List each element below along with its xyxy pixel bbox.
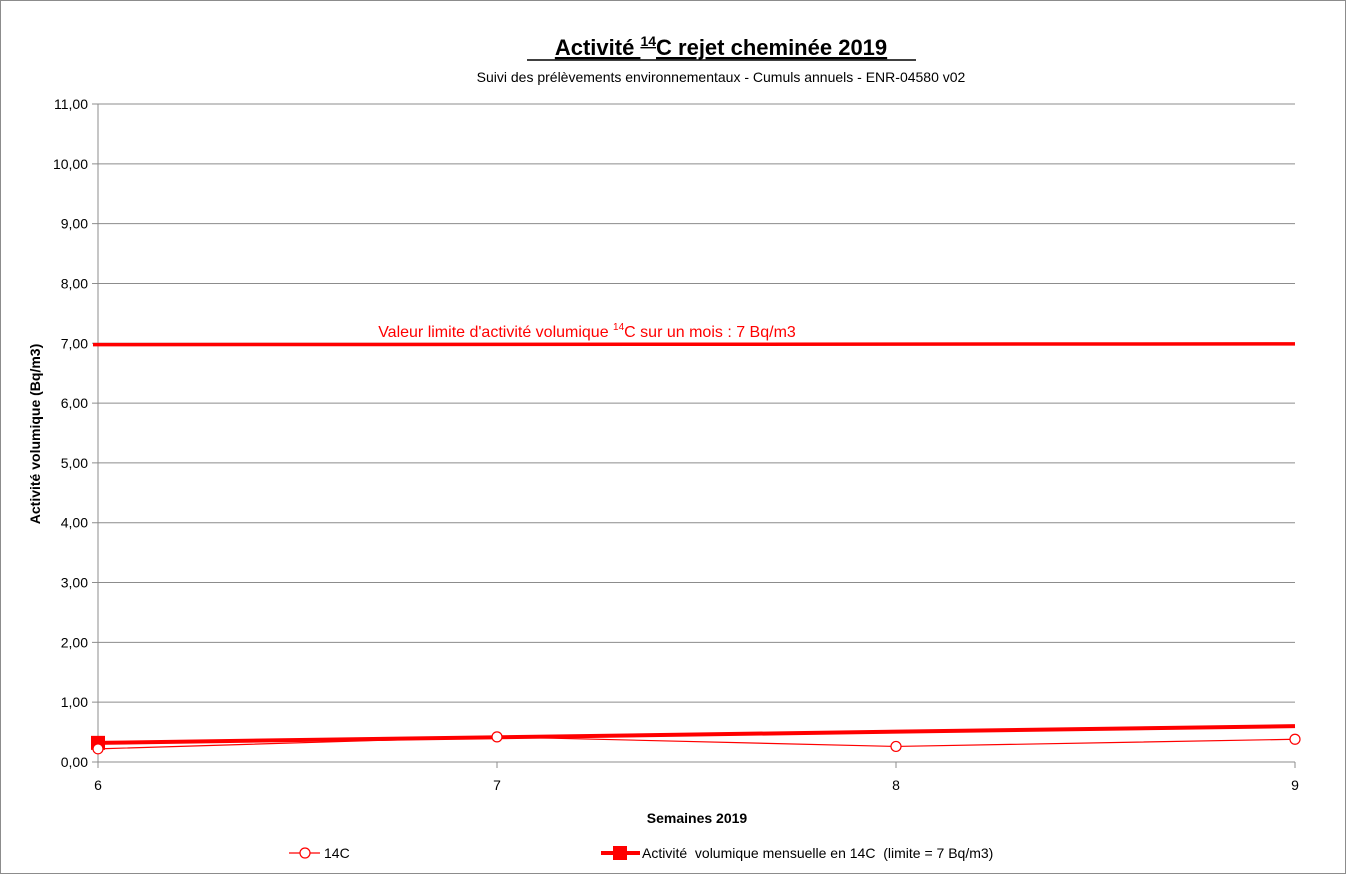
y-tick-label: 10,00 <box>53 156 88 172</box>
legend-monthly-marker <box>613 846 627 860</box>
series-14c-point <box>92 743 104 755</box>
series-14c-point <box>491 731 503 743</box>
y-tick-label: 1,00 <box>61 694 88 710</box>
limit-annotation-text-before: Valeur limite d'activité volumique <box>378 324 613 341</box>
series-group <box>91 724 1301 755</box>
y-tick-label: 5,00 <box>61 455 88 471</box>
series-monthly-line <box>97 724 1296 745</box>
x-tick-label: 6 <box>94 777 102 793</box>
y-tick-label: 8,00 <box>61 275 88 291</box>
y-tick-label: 0,00 <box>61 754 88 770</box>
series-14c-line <box>97 736 1296 750</box>
chart-title-sup: 14 <box>640 33 656 49</box>
x-axis-label: Semaines 2019 <box>647 810 748 826</box>
x-tick-label: 7 <box>493 777 501 793</box>
legend-monthly-label: Activité volumique mensuelle en 14C (lim… <box>642 845 993 861</box>
y-tick-label: 7,00 <box>61 335 88 351</box>
y-axis-label: Activité volumique (Bq/m3) <box>27 344 43 524</box>
series-14c-point <box>890 740 902 753</box>
legend: 14C Activité volumique mensuelle en 14C … <box>289 845 993 861</box>
chart-title-rest: C rejet cheminée 2019 <box>656 35 887 60</box>
y-tick-label: 4,00 <box>61 515 88 531</box>
limit-annotation-text-after: C sur un mois : 7 Bq/m3 <box>624 324 796 341</box>
chart-subtitle: Suivi des prélèvements environnementaux … <box>477 69 966 85</box>
legend-14c-label: 14C <box>324 845 350 861</box>
x-tick-label: 9 <box>1291 777 1299 793</box>
legend-14c-marker <box>299 847 311 859</box>
chart-title-main: Activité <box>555 35 641 60</box>
y-tick-label: 3,00 <box>61 575 88 591</box>
limit-annotation: Valeur limite d'activité volumique 14C s… <box>378 322 796 341</box>
limit-line <box>92 342 1296 347</box>
x-tick-labels: 6 7 8 9 <box>94 777 1299 793</box>
y-tick-labels: 0,00 1,00 2,00 3,00 4,00 5,00 6,00 7,00 8,00 9,00… <box>53 96 88 770</box>
series-14c-point <box>1289 733 1301 745</box>
y-tick-label: 6,00 <box>61 395 88 411</box>
x-tick-label: 8 <box>892 777 900 793</box>
chart-title: Activité 14C rejet cheminée 2019 <box>555 33 887 60</box>
y-tick-label: 11,00 <box>54 96 88 112</box>
y-tick-label: 9,00 <box>61 216 88 232</box>
y-tick-label: 2,00 <box>61 634 88 650</box>
limit-annotation-sup: 14 <box>613 322 625 333</box>
